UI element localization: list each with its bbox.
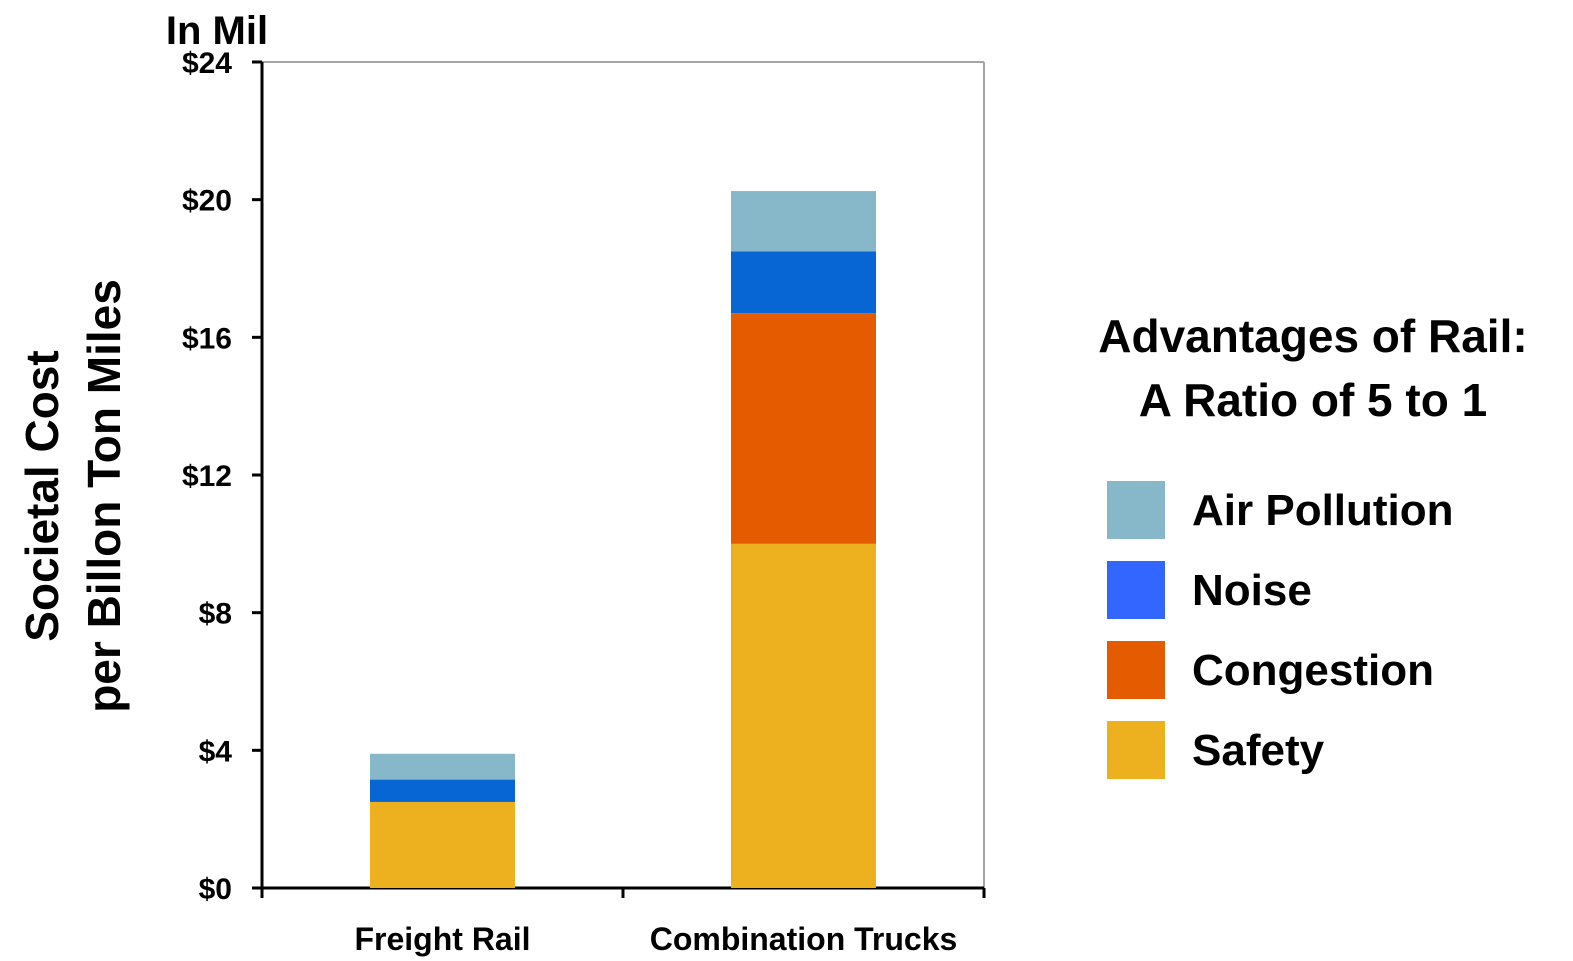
- x-tick-labels: Freight Rail Combination Trucks: [354, 921, 957, 957]
- y-tick-label: $24: [182, 47, 232, 80]
- bar-segment-combination-trucks-congestion: [731, 313, 876, 544]
- bar-segment-freight-rail-air-pollution: [370, 753, 515, 780]
- y-tick-label: $20: [182, 185, 232, 218]
- legend-swatch-congestion: [1107, 641, 1165, 699]
- annotation-title-line1: Advantages of Rail:: [1098, 310, 1527, 362]
- y-tick-label: $16: [182, 322, 232, 355]
- y-ticks: $0 $4 $8 $12 $16 $20 $24: [182, 47, 262, 906]
- legend-swatch-air-pollution: [1107, 481, 1165, 539]
- x-tick-label-freight-rail: Freight Rail: [354, 921, 530, 957]
- y-tick-label: $0: [199, 873, 232, 906]
- bar-segment-freight-rail-safety: [370, 801, 515, 888]
- legend: Air Pollution Noise Congestion Safety: [1107, 481, 1454, 779]
- legend-swatch-safety: [1107, 721, 1165, 779]
- bar-segment-freight-rail-noise: [370, 779, 515, 802]
- bar-segment-combination-trucks-safety: [731, 543, 876, 888]
- annotation-title-line2: A Ratio of 5 to 1: [1139, 374, 1487, 426]
- bar-segment-combination-trucks-noise: [731, 251, 876, 314]
- legend-label-safety: Safety: [1192, 726, 1325, 775]
- bars: [370, 191, 876, 888]
- legend-label-air-pollution: Air Pollution: [1192, 486, 1454, 535]
- legend-label-congestion: Congestion: [1192, 646, 1434, 695]
- y-tick-label: $8: [199, 598, 232, 631]
- legend-swatch-noise: [1107, 561, 1165, 619]
- bar-segment-combination-trucks-air-pollution: [731, 191, 876, 252]
- unit-label: In Mil: [166, 9, 268, 53]
- x-ticks: [260, 888, 986, 898]
- y-tick-label: $4: [199, 735, 233, 768]
- y-axis-title-line2: per Billon Ton Miles: [78, 279, 130, 713]
- x-tick-label-combination-trucks: Combination Trucks: [650, 921, 958, 957]
- y-axis-title-line1: Societal Cost: [16, 350, 68, 641]
- legend-label-noise: Noise: [1192, 566, 1312, 615]
- y-tick-label: $12: [182, 460, 232, 493]
